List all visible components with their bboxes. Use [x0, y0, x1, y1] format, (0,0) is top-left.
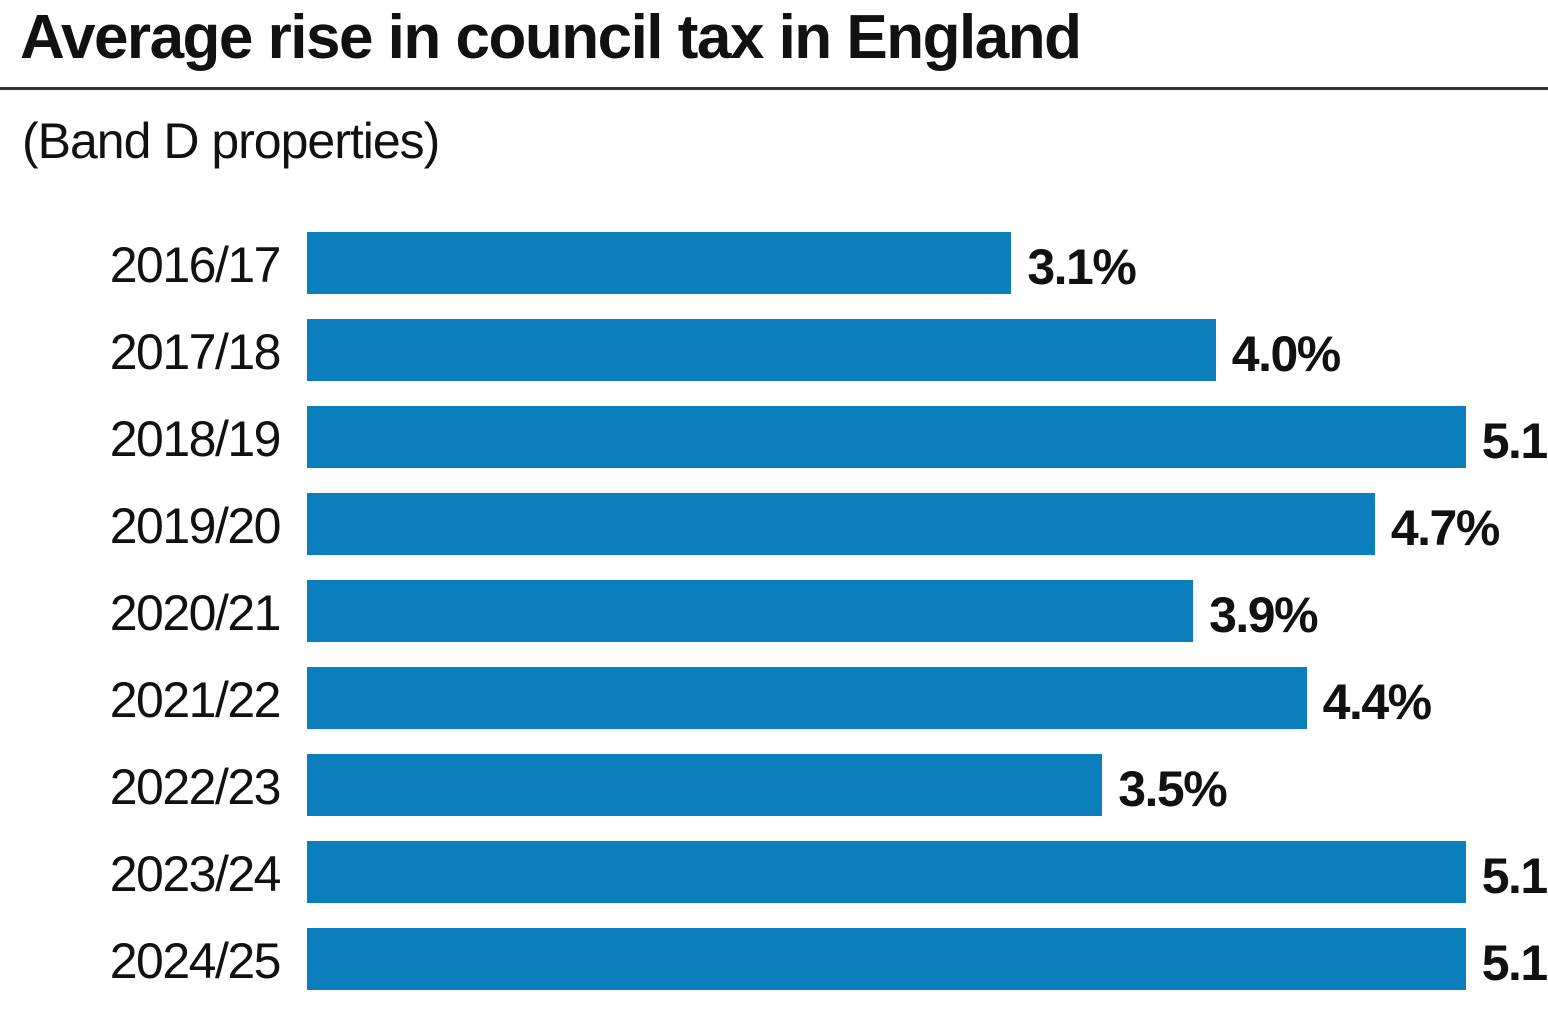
chart-subtitle: (Band D properties)	[22, 113, 440, 169]
category-label: 2021/22	[109, 672, 282, 728]
chart-title: Average rise in council tax in England	[20, 3, 1082, 72]
bar	[307, 232, 1012, 294]
title-divider	[0, 87, 1548, 90]
bar	[307, 580, 1194, 642]
bar	[307, 667, 1307, 729]
data-label: 4.0%	[1231, 326, 1341, 382]
data-label: 3.1%	[1027, 239, 1136, 295]
bar	[307, 841, 1466, 903]
data-label: 5.1%	[1481, 935, 1548, 991]
bar	[307, 928, 1466, 990]
data-label: 3.5%	[1118, 761, 1227, 817]
bar	[307, 754, 1103, 816]
data-label: 5.1%	[1481, 413, 1548, 469]
data-label: 4.7%	[1390, 500, 1500, 556]
data-label: 5.1%	[1481, 848, 1548, 904]
bar	[307, 493, 1375, 555]
category-label: 2017/18	[109, 324, 282, 380]
bar	[307, 406, 1466, 468]
data-label: 3.9%	[1209, 587, 1318, 643]
category-label: 2022/23	[109, 759, 282, 815]
category-label: 2024/25	[109, 933, 282, 989]
category-label: 2023/24	[109, 846, 282, 902]
bar	[307, 319, 1216, 381]
category-label: 2019/20	[109, 498, 282, 554]
data-label: 4.4%	[1322, 674, 1432, 730]
category-label: 2018/19	[109, 411, 282, 467]
category-label: 2016/17	[109, 237, 282, 293]
category-label: 2020/21	[109, 585, 282, 641]
